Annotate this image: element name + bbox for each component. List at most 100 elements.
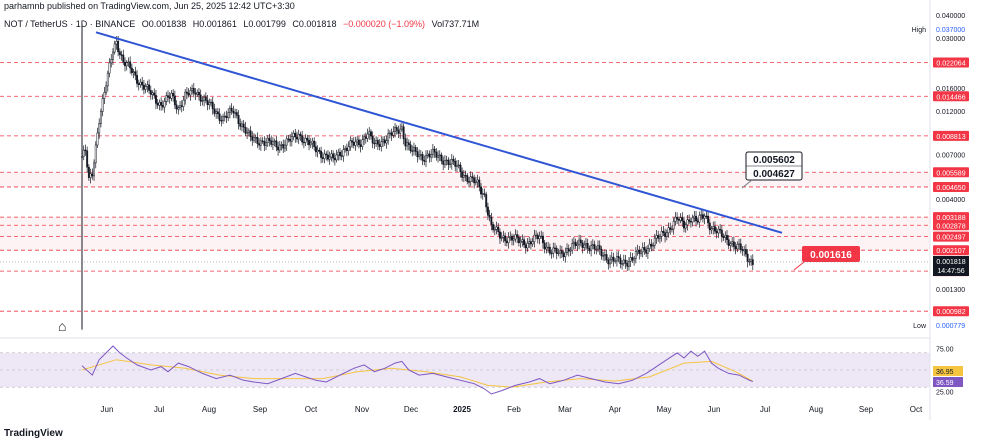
candle-body [321, 157, 324, 159]
candle-body [619, 257, 622, 265]
level-label-box [933, 220, 969, 231]
candle-body [634, 251, 637, 259]
candle-body [86, 150, 89, 168]
candle-body [517, 237, 520, 243]
candle-body [376, 140, 379, 145]
tradingview-watermark-icon: ⌂ [58, 318, 66, 334]
candle-body [177, 107, 180, 110]
candle-body [741, 249, 744, 252]
candle-body [325, 153, 328, 156]
candle-body [132, 71, 135, 74]
target-box [802, 246, 860, 262]
candle-body [461, 171, 464, 178]
candle-body [335, 154, 338, 161]
candle-body [734, 246, 737, 250]
candle-body [370, 131, 372, 137]
candle-body [650, 243, 653, 247]
candle-body [91, 173, 94, 177]
candle-body [153, 92, 156, 96]
x-tick-label: Apr [609, 405, 622, 414]
symbol-name[interactable]: NOT / TetherUS · 1D · BINANCE [4, 19, 136, 29]
candle-body [585, 243, 587, 246]
candle-body [610, 256, 613, 260]
countdown-label: 14:47:56 [937, 268, 964, 275]
candle-body [437, 155, 439, 158]
candle-body [98, 123, 101, 134]
candle-body [483, 193, 486, 195]
candle-body [158, 102, 161, 106]
candle-body [339, 151, 341, 156]
level-label-box [933, 57, 969, 68]
candle-body [550, 252, 553, 255]
candle-body [653, 237, 656, 246]
candle-body [380, 141, 383, 147]
candle-body [727, 239, 730, 246]
level-label: 0.014466 [936, 94, 965, 101]
candle-body [428, 153, 431, 158]
level-label: 0.002497 [936, 235, 965, 242]
candle-body [108, 62, 111, 74]
candle-body [185, 91, 188, 94]
candle-body [693, 215, 696, 219]
x-tick-label: Aug [809, 405, 823, 414]
candle-body [208, 102, 211, 106]
candle-body [691, 217, 694, 223]
candle-body [180, 105, 183, 107]
candle-body [130, 67, 133, 74]
candle-body [554, 247, 556, 249]
candle-body [352, 141, 355, 146]
candle-body [676, 216, 679, 220]
candle-body [175, 104, 178, 110]
x-tick-label: Dec [404, 405, 418, 414]
candle-body [416, 151, 419, 158]
candle-body [364, 136, 367, 139]
candle-body [388, 132, 391, 135]
candle-body [459, 164, 462, 172]
candle-body [220, 120, 223, 122]
candle-body [139, 81, 142, 85]
candle-body [677, 219, 680, 221]
change-value: −0.000020 (−1.09%) [342, 19, 426, 29]
candle-body [206, 100, 209, 106]
candle-body [440, 154, 443, 162]
candle-body [270, 140, 273, 145]
candle-body [729, 243, 732, 246]
candle-body [512, 238, 515, 241]
candle-body [688, 219, 691, 222]
candle-body [701, 214, 704, 219]
candle-body [228, 107, 231, 113]
x-tick-label: Jun [708, 405, 721, 414]
candle-body [481, 193, 484, 195]
candle-body [499, 231, 501, 239]
candle-body [397, 130, 400, 134]
candle-body [535, 234, 538, 237]
candle-body [308, 139, 310, 146]
candle-body [593, 244, 596, 250]
candle-body [628, 261, 630, 267]
tradingview-logo[interactable]: TradingView [4, 428, 63, 439]
candle-body [390, 132, 393, 136]
candle-body [125, 62, 128, 67]
candle-body [273, 140, 276, 142]
axes: Jun Jul Aug Sep Oct Nov Dec 2025 Feb Mar Apr May Jun… [0, 0, 969, 420]
candle-body [258, 143, 261, 146]
candle-body [686, 219, 689, 226]
candle-body [242, 123, 245, 128]
current-price-label: 0.001818 [936, 259, 965, 266]
candle-body [605, 254, 608, 261]
tradingview-brand: TradingView [4, 428, 63, 439]
candle-body [199, 94, 202, 102]
rsi-value-box [933, 377, 963, 387]
candle-body [545, 246, 548, 250]
candle-body [664, 232, 667, 237]
candle-body [124, 62, 126, 67]
candle-body [89, 173, 92, 178]
target-value: 0.001616 [810, 250, 852, 261]
candle-body [562, 253, 565, 258]
x-tick-label: Jun [101, 405, 114, 414]
level-label: 0.000982 [936, 309, 965, 316]
candle-body [669, 227, 672, 230]
symbol-ohlc-line: NOT / TetherUS · 1D · BINANCE O0.001838 … [4, 19, 483, 29]
level-label-box [933, 167, 969, 178]
